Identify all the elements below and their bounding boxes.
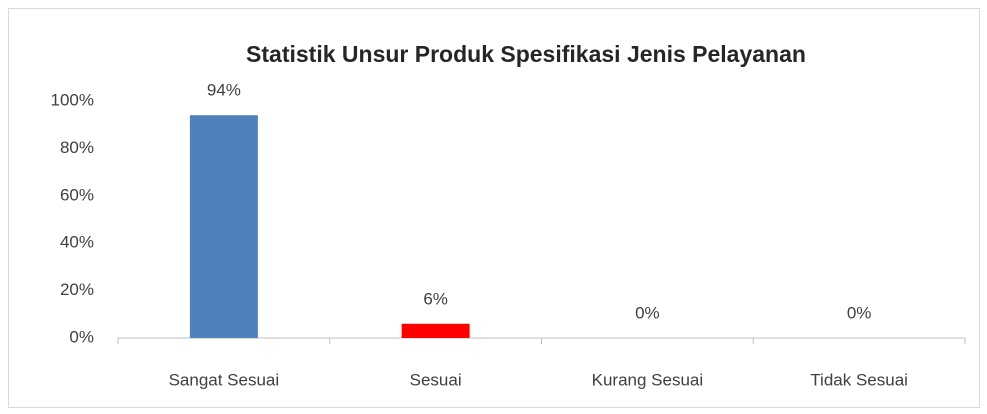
- chart-border: [8, 8, 980, 408]
- data-label: 0%: [635, 303, 660, 322]
- y-tick-label: 100%: [51, 90, 94, 109]
- chart-title: Statistik Unsur Produk Spesifikasi Jenis…: [246, 41, 806, 67]
- y-tick-label: 80%: [60, 138, 94, 157]
- x-tick-label: Tidak Sesuai: [810, 370, 908, 389]
- x-tick-label: Sangat Sesuai: [169, 370, 280, 389]
- x-tick-label: Kurang Sesuai: [592, 370, 704, 389]
- x-tick-label: Sesuai: [410, 370, 462, 389]
- y-tick-label: 40%: [60, 233, 94, 252]
- y-tick-label: 20%: [60, 280, 94, 299]
- data-label: 0%: [847, 303, 872, 322]
- y-tick-label: 0%: [69, 327, 94, 346]
- bar: [401, 323, 470, 338]
- y-tick-label: 60%: [60, 185, 94, 204]
- data-label: 6%: [423, 289, 448, 308]
- bar: [189, 115, 258, 338]
- data-label: 94%: [207, 81, 241, 100]
